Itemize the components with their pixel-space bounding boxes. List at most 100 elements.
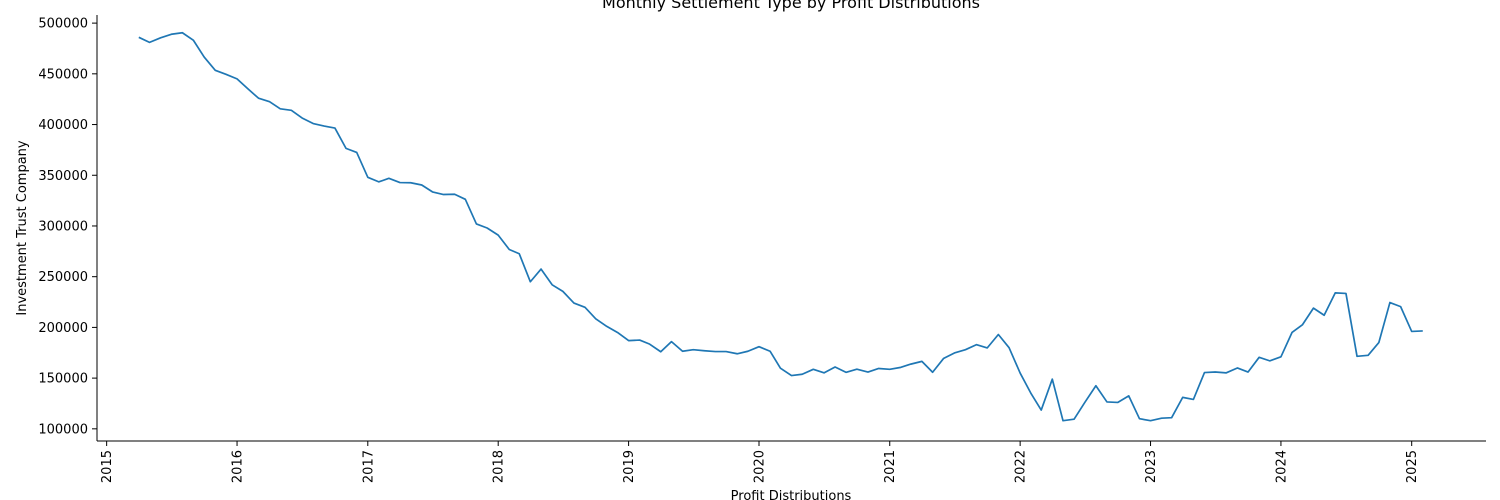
- data-point: [1400, 306, 1402, 308]
- chart-title: Monthly Settlement Type by Profit Distri…: [602, 0, 980, 12]
- data-point: [769, 350, 771, 352]
- data-point: [454, 193, 456, 195]
- y-tick-label: 100000: [38, 422, 88, 437]
- data-point: [214, 69, 216, 71]
- data-point: [540, 268, 542, 270]
- data-point: [595, 318, 597, 320]
- data-point: [1422, 330, 1424, 332]
- data-point: [356, 151, 358, 153]
- data-point: [475, 223, 477, 225]
- data-point: [1040, 409, 1042, 411]
- data-point: [551, 284, 553, 286]
- data-point: [910, 363, 912, 365]
- data-point: [421, 184, 423, 186]
- data-point: [345, 147, 347, 149]
- data-point: [943, 357, 945, 359]
- data-point: [203, 56, 205, 58]
- data-point: [497, 234, 499, 236]
- data-point: [138, 36, 140, 38]
- data-point: [1019, 372, 1021, 374]
- data-point: [443, 194, 445, 196]
- data-point: [1095, 385, 1097, 387]
- data-point: [1258, 356, 1260, 358]
- data-point: [986, 347, 988, 349]
- data-point: [1301, 324, 1303, 326]
- data-point: [1247, 371, 1249, 373]
- data-point: [736, 353, 738, 355]
- data-point: [1062, 420, 1064, 422]
- data-point: [964, 349, 966, 351]
- data-point: [508, 249, 510, 251]
- data-point: [921, 360, 923, 362]
- data-point: [573, 302, 575, 304]
- data-point: [791, 375, 793, 377]
- y-tick-label: 400000: [38, 118, 88, 133]
- x-axis-ticks: 2015 2016 2017 2018 2019 2020 2021 2022 2023 2024…: [100, 441, 1420, 483]
- data-point: [1117, 401, 1119, 403]
- series-line: [138, 31, 1423, 422]
- plot-area: 100000 150000 200000 250000 300000 350000 4000…: [38, 15, 1486, 483]
- y-tick-label: 150000: [38, 372, 88, 387]
- data-point: [269, 101, 271, 103]
- data-point: [703, 350, 705, 352]
- data-point: [976, 344, 978, 346]
- y-tick-label: 450000: [38, 67, 88, 82]
- data-point: [670, 341, 672, 343]
- x-tick-label: 2019: [622, 450, 637, 483]
- data-point: [1008, 347, 1010, 349]
- x-tick-label: 2022: [1014, 450, 1029, 483]
- data-point: [562, 290, 564, 292]
- data-point: [367, 176, 369, 178]
- x-tick-label: 2025: [1405, 450, 1420, 483]
- data-point: [1334, 292, 1336, 294]
- data-point: [1345, 292, 1347, 294]
- data-point: [225, 73, 227, 75]
- data-point: [1161, 417, 1163, 419]
- data-point: [845, 371, 847, 373]
- data-point: [606, 325, 608, 327]
- data-point: [464, 198, 466, 200]
- data-point: [236, 78, 238, 80]
- data-point: [388, 177, 390, 179]
- x-tick-label: 2015: [100, 450, 115, 483]
- y-tick-label: 350000: [38, 169, 88, 184]
- data-point: [1106, 401, 1108, 403]
- data-point: [1323, 314, 1325, 316]
- x-tick-label: 2021: [883, 450, 898, 483]
- data-point: [529, 281, 531, 283]
- data-point: [1367, 354, 1369, 356]
- data-point: [867, 371, 869, 373]
- data-point: [486, 227, 488, 229]
- data-point: [149, 41, 151, 43]
- data-point: [1138, 418, 1140, 420]
- data-point: [1128, 395, 1130, 397]
- data-point: [779, 367, 781, 369]
- x-tick-label: 2018: [492, 450, 507, 483]
- x-tick-label: 2024: [1274, 450, 1289, 483]
- data-point: [1280, 356, 1282, 358]
- data-point: [1171, 417, 1173, 419]
- x-tick-label: 2016: [231, 450, 246, 483]
- data-point: [1073, 418, 1075, 420]
- data-point: [1236, 367, 1238, 369]
- data-point: [1150, 420, 1152, 422]
- data-point: [1269, 360, 1271, 362]
- data-point: [997, 334, 999, 336]
- y-axis-ticks: 100000 150000 200000 250000 300000 350000 4000…: [38, 17, 97, 437]
- x-tick-label: 2020: [752, 450, 767, 483]
- data-point: [399, 182, 401, 184]
- data-point: [1030, 393, 1032, 395]
- y-tick-label: 300000: [38, 219, 88, 234]
- data-point: [1182, 396, 1184, 398]
- data-point: [725, 351, 727, 353]
- data-point: [1378, 342, 1380, 344]
- data-point: [1291, 331, 1293, 333]
- data-point: [1084, 401, 1086, 403]
- data-point: [1051, 378, 1053, 380]
- x-tick-label: 2017: [361, 450, 376, 483]
- data-point: [834, 366, 836, 368]
- y-tick-label: 200000: [38, 321, 88, 336]
- series-points: [138, 32, 1424, 422]
- data-point: [649, 343, 651, 345]
